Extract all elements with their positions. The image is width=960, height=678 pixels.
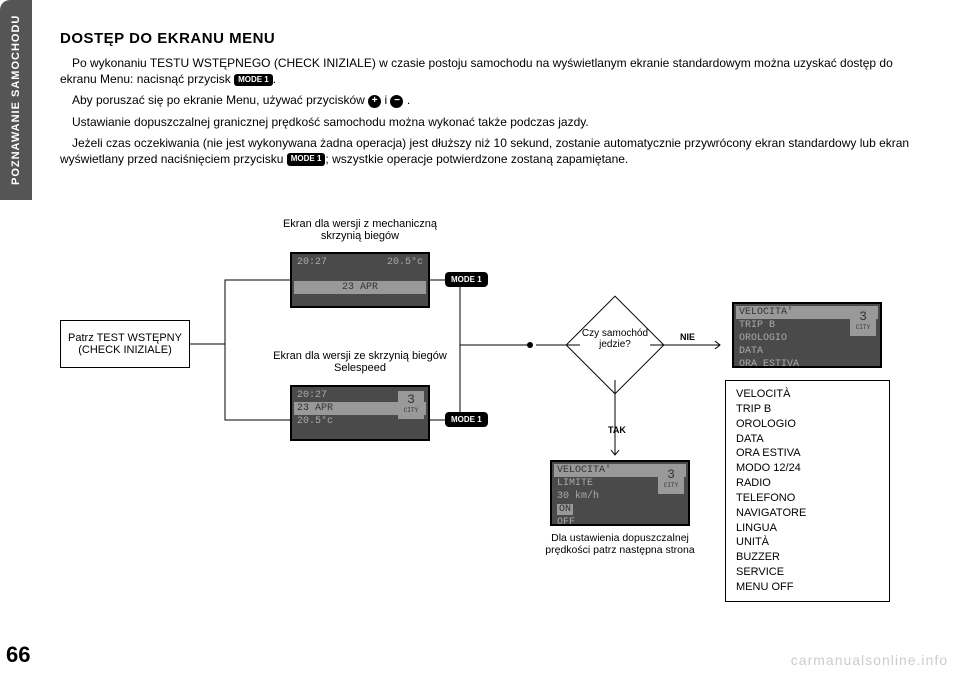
gear-indicator: 3 CITY [658,466,684,494]
decision-text: Czy samochód jedzie? [575,328,655,350]
watermark: carmanualsonline.info [791,652,948,668]
menu-item: DATA [736,432,879,447]
gear-mode: CITY [658,482,684,489]
lcd-date: 23 APR [342,282,378,293]
label-selespeed: Ekran dla wersji ze skrzynią biegów Sele… [270,350,450,374]
caption-speed-limit: Dla ustawienia dopuszczalnej prędkości p… [545,532,695,556]
lcd-temp: 20.5°c [387,257,423,268]
text: ; wszystkie operacje potwierdzone zostan… [325,152,628,166]
lcd-mechanical: 20:27 20.5°c 23 APR [290,252,430,308]
label-no: NIE [680,332,695,342]
lcd-off: OFF [557,517,575,528]
paragraph-4: Jeżeli czas oczekiwania (nie jest wykony… [60,135,930,167]
gear-number: 3 [850,309,876,324]
text: i [381,93,390,107]
menu-list-box: VELOCITÀTRIP BOROLOGIODATAORA ESTIVAMODO… [725,380,890,602]
content-area: DOSTĘP DO EKRANU MENU Po wykonaniu TESTU… [60,30,930,172]
minus-icon: − [390,95,403,108]
gear-mode: CITY [850,324,876,331]
mode-button[interactable]: MODE 1 [445,412,488,427]
page-number: 66 [6,642,30,668]
gear-number: 3 [658,467,684,482]
menu-item: ORA ESTIVA [736,446,879,461]
gear-indicator: 3 CITY [398,391,424,419]
gear-number: 3 [398,392,424,407]
lcd-time: 20:27 [297,390,327,401]
text: . [403,93,410,107]
lcd-menu: VELOCITA'TRIP BOROLOGIODATAORA ESTIVA 3 … [732,302,882,368]
flowchart: Patrz TEST WSTĘPNY (CHECK INIZIALE) Ekra… [60,200,930,660]
lcd-selespeed: 20:27 23 APR 20.5°c 3 CITY [290,385,430,441]
label-mechanical: Ekran dla wersji z mechaniczną skrzynią … [270,218,450,242]
lcd-text: VELOCITA' [557,465,611,476]
lcd-menu-item: DATA [736,345,878,358]
page-title: DOSTĘP DO EKRANU MENU [60,30,930,47]
menu-item: LINGUA [736,521,879,536]
label-yes: TAK [608,425,626,435]
menu-item: MENU OFF [736,580,879,595]
lcd-menu-item: ORA ESTIVA [736,358,878,371]
lcd-text: LIMITE [557,478,593,489]
gear-indicator: 3 CITY [850,308,876,336]
menu-item: TELEFONO [736,491,879,506]
lcd-speed: 30 km/h [557,491,599,502]
menu-item: MODO 12/24 [736,461,879,476]
lcd-speed-limit: VELOCITA' LIMITE 30 km/h ON OFF 3 CITY [550,460,690,526]
lcd-time: 20:27 [297,257,327,268]
menu-item: VELOCITÀ [736,387,879,402]
menu-item: UNITÀ [736,535,879,550]
lcd-on: ON [557,504,573,515]
paragraph-2: Aby poruszać się po ekranie Menu, używać… [60,92,930,108]
lcd-date: 23 APR [297,403,333,414]
lcd-temp: 20.5°c [297,416,333,427]
menu-item: OROLOGIO [736,417,879,432]
menu-item: SERVICE [736,565,879,580]
sidebar-tab: POZNAWANIE SAMOCHODU [0,0,32,200]
paragraph-1: Po wykonaniu TESTU WSTĘPNEGO (CHECK INIZ… [60,55,930,87]
gear-mode: CITY [398,407,424,414]
mode-button[interactable]: MODE 1 [445,272,488,287]
plus-icon: + [368,95,381,108]
menu-item: RADIO [736,476,879,491]
text: . [273,72,276,86]
menu-item: TRIP B [736,402,879,417]
mode-button-inline: MODE 1 [287,153,326,166]
menu-item: BUZZER [736,550,879,565]
paragraph-3: Ustawianie dopuszczalnej granicznej pręd… [60,114,930,130]
start-box: Patrz TEST WSTĘPNY (CHECK INIZIALE) [60,320,190,368]
text: Po wykonaniu TESTU WSTĘPNEGO (CHECK INIZ… [60,56,893,86]
menu-item: NAVIGATORE [736,506,879,521]
text: Aby poruszać się po ekranie Menu, używać… [72,93,368,107]
mode-button-inline: MODE 1 [234,74,273,87]
